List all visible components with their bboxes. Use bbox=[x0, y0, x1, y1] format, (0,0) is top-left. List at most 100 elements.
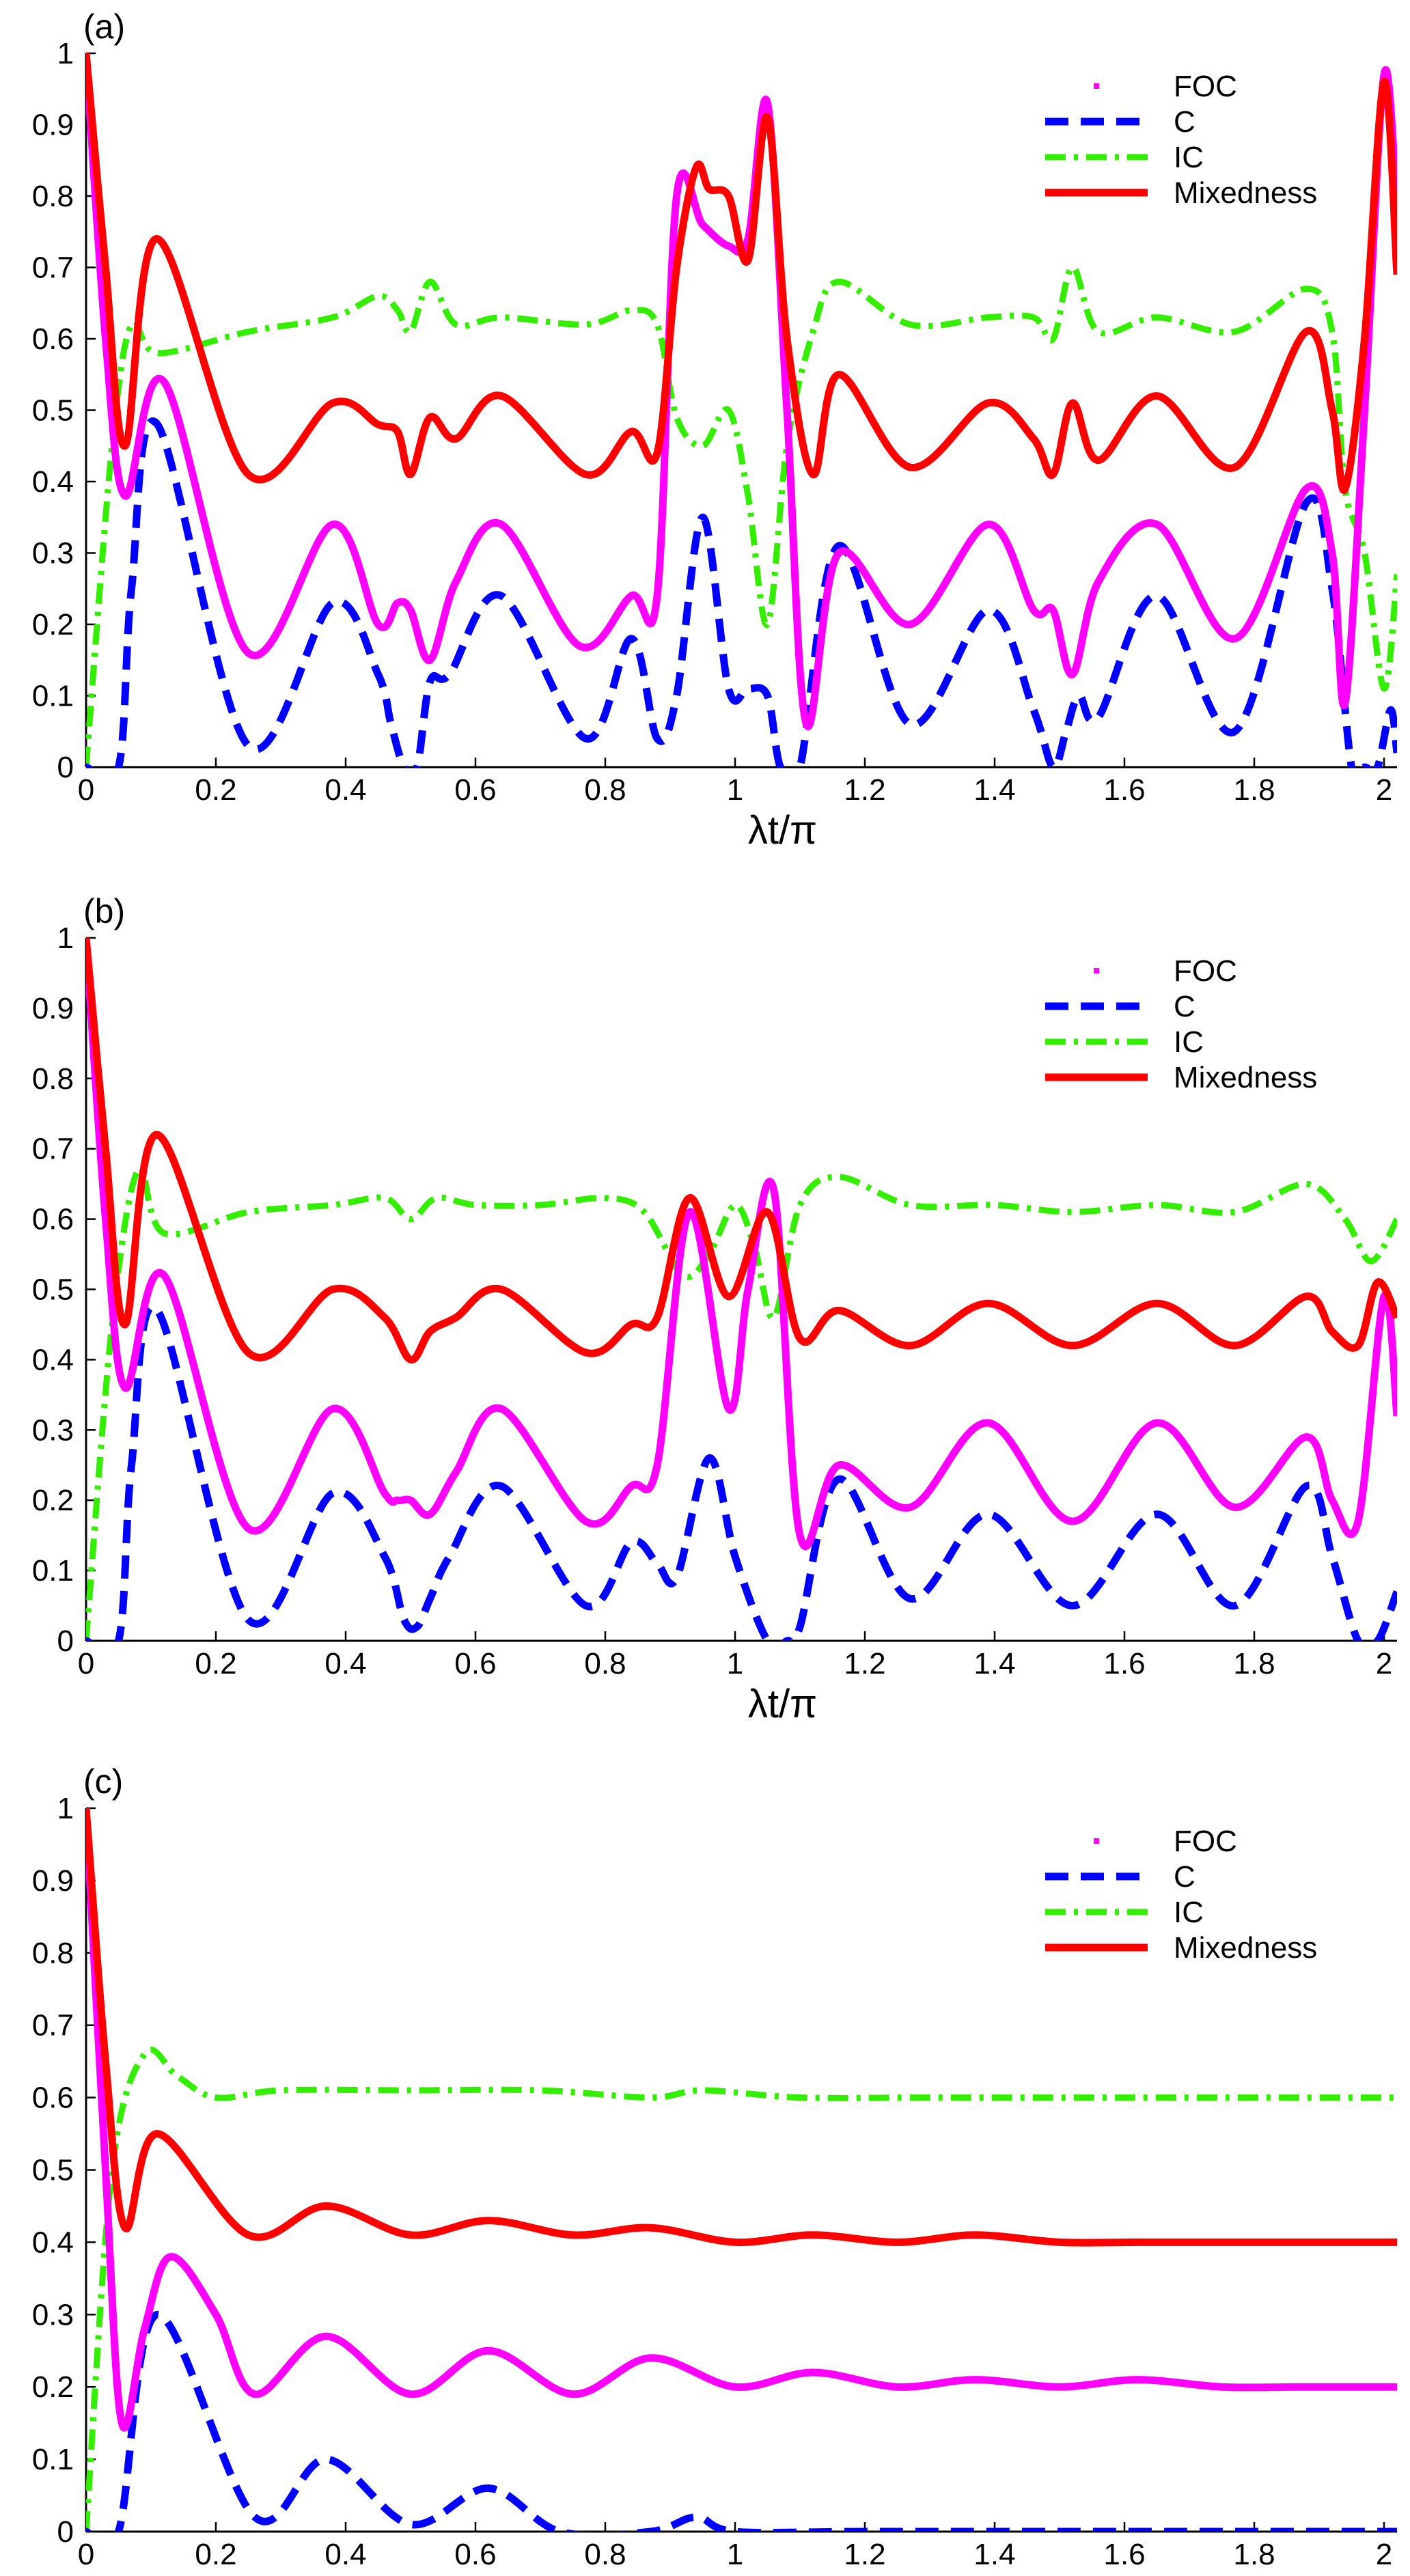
panel-a-y-tick-label: 0 bbox=[57, 751, 74, 784]
panel-a-x-tick-label: 1.4 bbox=[973, 773, 1015, 807]
panel-b-x-tick-label: 0 bbox=[78, 1647, 94, 1680]
panel-c-y-tick-label: 0.6 bbox=[32, 2081, 74, 2115]
panel-c-legend-label-ic: IC bbox=[1174, 1896, 1204, 1929]
panel-a-legend-label-mixedness: Mixedness bbox=[1174, 176, 1317, 210]
panel-a: 0 0.1 0.2 0.3 0.4 0.5 0.6 0.7 0.8 0.9 1 0 0.2 0.4 0.6 0… bbox=[32, 8, 1397, 853]
panel-c-legend-label-foc: FOC bbox=[1174, 1825, 1237, 1858]
panel-c-x-axis-label: λt/π bbox=[748, 2573, 817, 2576]
panel-a-y-tick-label: 0.9 bbox=[32, 109, 74, 142]
panel-a-x-axis-label: λt/π bbox=[748, 808, 817, 853]
panel-a-series-foc-line bbox=[86, 53, 1397, 730]
panel-c-y-tick-label: 0.2 bbox=[32, 2370, 74, 2404]
panel-b-legend-label-foc: FOC bbox=[1174, 954, 1237, 988]
panel-b-y-tick-label: 0.6 bbox=[32, 1203, 74, 1236]
panel-a-y-tick-label: 1 bbox=[57, 37, 74, 70]
panel-a-x-tick-label: 2 bbox=[1376, 773, 1392, 807]
panel-a-series-mixedness-line bbox=[86, 53, 1397, 495]
panel-c-y-tick-label: 0 bbox=[57, 2515, 74, 2549]
panel-b-x-tick-label: 0.4 bbox=[324, 1647, 366, 1680]
panel-c-x-tick-label: 0.8 bbox=[584, 2538, 626, 2571]
panel-a-x-tick-label: 0.4 bbox=[324, 773, 366, 807]
panel-b-legend-label-ic: IC bbox=[1174, 1025, 1204, 1059]
panel-a-y-tick-label: 0.2 bbox=[32, 608, 74, 641]
panel-b-y-tick-label: 0.7 bbox=[32, 1133, 74, 1166]
panel-b-x-tick-label: 0.6 bbox=[454, 1647, 496, 1680]
panel-a-legend-label-c: C bbox=[1174, 105, 1195, 139]
panel-b-y-tick-label: 0.5 bbox=[32, 1273, 74, 1307]
panel-b-y-tick-label: 0.4 bbox=[32, 1343, 74, 1376]
panel-a-x-tick-label: 1.2 bbox=[844, 773, 885, 807]
panel-c-label: (c) bbox=[83, 1762, 123, 1801]
panel-c-legend-label-c: C bbox=[1174, 1860, 1195, 1894]
panel-c-y-tick-label: 0.4 bbox=[32, 2226, 74, 2259]
panel-b-series-foc-line bbox=[86, 937, 1397, 1551]
panel-b-x-tick-label: 1.6 bbox=[1103, 1647, 1145, 1680]
panel-c-y-tick-label: 1 bbox=[57, 1792, 74, 1825]
panel-a-y-tick-label: 0.4 bbox=[32, 465, 74, 499]
panel-c: 0 0.1 0.2 0.3 0.4 0.5 0.6 0.7 0.8 0.9 1 0 0.2 0.4 0.6 0… bbox=[32, 1762, 1397, 2576]
panel-a-legend-swatch-foc bbox=[1094, 83, 1099, 89]
panel-b-x-tick-label: 1.2 bbox=[844, 1647, 885, 1680]
panel-b-x-tick-label: 0.8 bbox=[584, 1647, 626, 1680]
panel-b-x-tick-label: 1 bbox=[727, 1647, 743, 1680]
panel-b: 0 0.1 0.2 0.3 0.4 0.5 0.6 0.7 0.8 0.9 1 0 0.2 0.4 0.6 0… bbox=[32, 892, 1397, 1726]
panel-c-series-c-line bbox=[86, 2310, 1397, 2532]
panel-a-series-ic-line bbox=[86, 264, 1397, 767]
panel-a-x-tick-label: 0.6 bbox=[454, 773, 496, 807]
panel-b-y-tick-label: 0.3 bbox=[32, 1413, 74, 1447]
panel-b-y-tick-label: 0.9 bbox=[32, 992, 74, 1025]
panel-c-x-tick-label: 0 bbox=[78, 2538, 94, 2571]
panel-c-y-tick-label: 0.9 bbox=[32, 1864, 74, 1898]
panel-b-x-axis-label: λt/π bbox=[748, 1682, 817, 1726]
panel-c-x-tick-label: 2 bbox=[1376, 2538, 1392, 2571]
panel-c-series-foc-line bbox=[86, 1808, 1397, 2432]
panel-c-series-ic-line bbox=[86, 2047, 1397, 2532]
panel-b-legend-swatch-foc bbox=[1094, 968, 1099, 973]
panel-a-y-tick-label: 0.8 bbox=[32, 180, 74, 213]
panel-c-y-tick-label: 0.8 bbox=[32, 1937, 74, 1970]
panel-b-y-tick-label: 0.1 bbox=[32, 1554, 74, 1588]
panel-a-y-tick-label: 0.1 bbox=[32, 680, 74, 713]
panel-a-x-tick-label: 0 bbox=[78, 773, 94, 807]
panel-c-x-tick-label: 1 bbox=[727, 2538, 743, 2571]
panel-c-y-tick-label: 0.5 bbox=[32, 2154, 74, 2187]
panel-c-x-tick-label: 0.6 bbox=[454, 2538, 496, 2571]
panel-a-y-tick-label: 0.6 bbox=[32, 322, 74, 356]
panel-b-x-tick-label: 1.8 bbox=[1233, 1647, 1275, 1680]
panel-a-legend-label-foc: FOC bbox=[1174, 70, 1237, 103]
panel-a-x-tick-label: 1 bbox=[727, 773, 743, 807]
panel-c-legend-label-mixedness: Mixedness bbox=[1174, 1931, 1317, 1965]
panel-a-x-tick-label: 0.8 bbox=[584, 773, 626, 807]
panel-b-x-tick-label: 0.2 bbox=[195, 1647, 236, 1680]
panel-b-x-tick-label: 2 bbox=[1376, 1647, 1392, 1680]
panel-b-series-c-line bbox=[86, 1303, 1397, 1641]
panel-b-legend-label-mixedness: Mixedness bbox=[1174, 1061, 1317, 1094]
panel-b-x-tick-label: 1.4 bbox=[973, 1647, 1015, 1680]
panel-c-legend-swatch-foc bbox=[1094, 1838, 1099, 1844]
panel-b-y-tick-label: 0.8 bbox=[32, 1062, 74, 1096]
panel-a-y-tick-label: 0.7 bbox=[32, 251, 74, 285]
panel-c-y-tick-label: 0.7 bbox=[32, 2009, 74, 2042]
panel-a-y-tick-label: 0.3 bbox=[32, 537, 74, 570]
panel-b-y-tick-label: 1 bbox=[57, 922, 74, 955]
panel-b-y-tick-label: 0 bbox=[57, 1624, 74, 1658]
panel-a-x-tick-label: 1.6 bbox=[1103, 773, 1145, 807]
panel-c-x-tick-label: 1.8 bbox=[1233, 2538, 1275, 2571]
panel-b-y-tick-label: 0.2 bbox=[32, 1484, 74, 1517]
panel-a-x-tick-label: 0.2 bbox=[195, 773, 236, 807]
panel-c-y-tick-label: 0.3 bbox=[32, 2298, 74, 2331]
panel-c-x-tick-label: 0.2 bbox=[195, 2538, 236, 2571]
panel-c-x-tick-label: 1.4 bbox=[973, 2538, 1015, 2571]
panel-b-legend-label-c: C bbox=[1174, 990, 1195, 1023]
panel-a-label: (a) bbox=[83, 8, 125, 46]
panel-a-x-tick-label: 1.8 bbox=[1233, 773, 1275, 807]
panel-c-x-tick-label: 1.2 bbox=[844, 2538, 885, 2571]
panel-c-y-tick-label: 0.1 bbox=[32, 2443, 74, 2476]
panel-a-y-tick-label: 0.5 bbox=[32, 394, 74, 428]
panel-c-x-tick-label: 1.6 bbox=[1103, 2538, 1145, 2571]
panel-c-x-tick-label: 0.4 bbox=[324, 2538, 366, 2571]
